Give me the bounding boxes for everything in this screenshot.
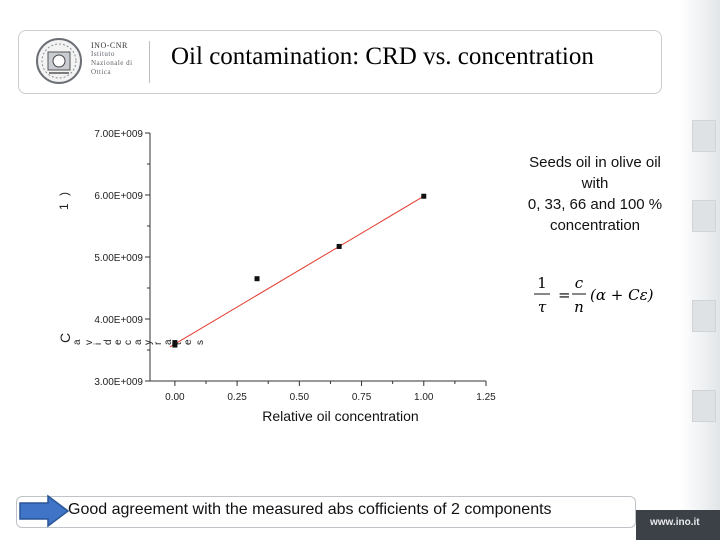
y-axis-label-fragment: ) — [57, 192, 71, 196]
y-axis-label-fragment: a — [72, 339, 83, 345]
x-tick-label: 0.00 — [165, 392, 185, 403]
y-axis-label-fragment: a — [163, 339, 174, 345]
y-axis-label-fragment: c — [123, 340, 134, 345]
slide-title: Oil contamination: CRD vs. concentration — [171, 43, 594, 70]
conclusion-note: Good agreement with the measured abs cof… — [68, 501, 552, 518]
slide-header: INO-CNR Istituto Nazionale di Ottica Oil… — [18, 30, 662, 94]
x-axis-label: Relative oil concentration — [262, 408, 418, 424]
x-tick-label: 1.00 — [414, 392, 434, 403]
y-axis-label-fragment: t — [173, 342, 184, 345]
data-point — [254, 276, 260, 282]
y-axis-label-fragment: e — [183, 339, 194, 345]
y-axis-label-fragment: 1 — [57, 203, 71, 210]
y-axis-label-fragment: a — [133, 339, 144, 345]
y-tick-label: 5.00E+009 — [94, 253, 143, 264]
svg-text:n: n — [574, 298, 584, 316]
data-point — [172, 342, 178, 348]
y-tick-label: 4.00E+009 — [94, 315, 143, 326]
y-axis-label-fragment: s — [195, 340, 206, 345]
data-point — [336, 243, 342, 249]
x-tick-label: 0.50 — [290, 392, 310, 403]
x-tick-label: 0.75 — [352, 392, 372, 403]
data-point — [421, 193, 427, 199]
y-axis-label-fragment: C — [57, 333, 73, 343]
svg-text:c: c — [575, 274, 584, 292]
conclusion-box — [16, 496, 636, 528]
svg-text:1: 1 — [537, 274, 547, 292]
y-axis-label-fragment: d — [103, 339, 114, 345]
website-link[interactable]: www.ino.it — [650, 517, 700, 528]
y-tick-label: 7.00E+009 — [94, 129, 143, 140]
ino-logo-icon — [36, 38, 82, 84]
y-axis-label-fragment: r — [153, 341, 164, 345]
sample-description: Seeds oil in olive oil with 0, 33, 66 an… — [527, 154, 663, 234]
y-axis-label-fragment: i — [93, 343, 104, 345]
x-tick-label: 1.25 — [476, 392, 496, 403]
x-tick-label: 0.25 — [227, 392, 247, 403]
svg-text:τ: τ — [538, 298, 547, 316]
y-tick-label: 6.00E+009 — [94, 191, 143, 202]
y-tick-label: 3.00E+009 — [94, 377, 143, 388]
y-axis-label-fragment: e — [113, 339, 124, 345]
header-separator — [149, 41, 150, 83]
fit-line — [169, 195, 425, 348]
footer-strip — [636, 510, 720, 540]
y-axis-label-fragment: v — [84, 340, 95, 345]
decay-formula: 1 τ = c n (α + Cε) — [534, 274, 654, 316]
org-name: INO-CNR Istituto Nazionale di Ottica — [91, 41, 133, 76]
side-decoration — [680, 0, 720, 540]
arrow-right-icon — [19, 494, 70, 528]
svg-text:=: = — [558, 286, 571, 304]
y-axis-label-fragment: y — [143, 340, 154, 345]
svg-text:(α + Cε): (α + Cε) — [590, 286, 654, 304]
